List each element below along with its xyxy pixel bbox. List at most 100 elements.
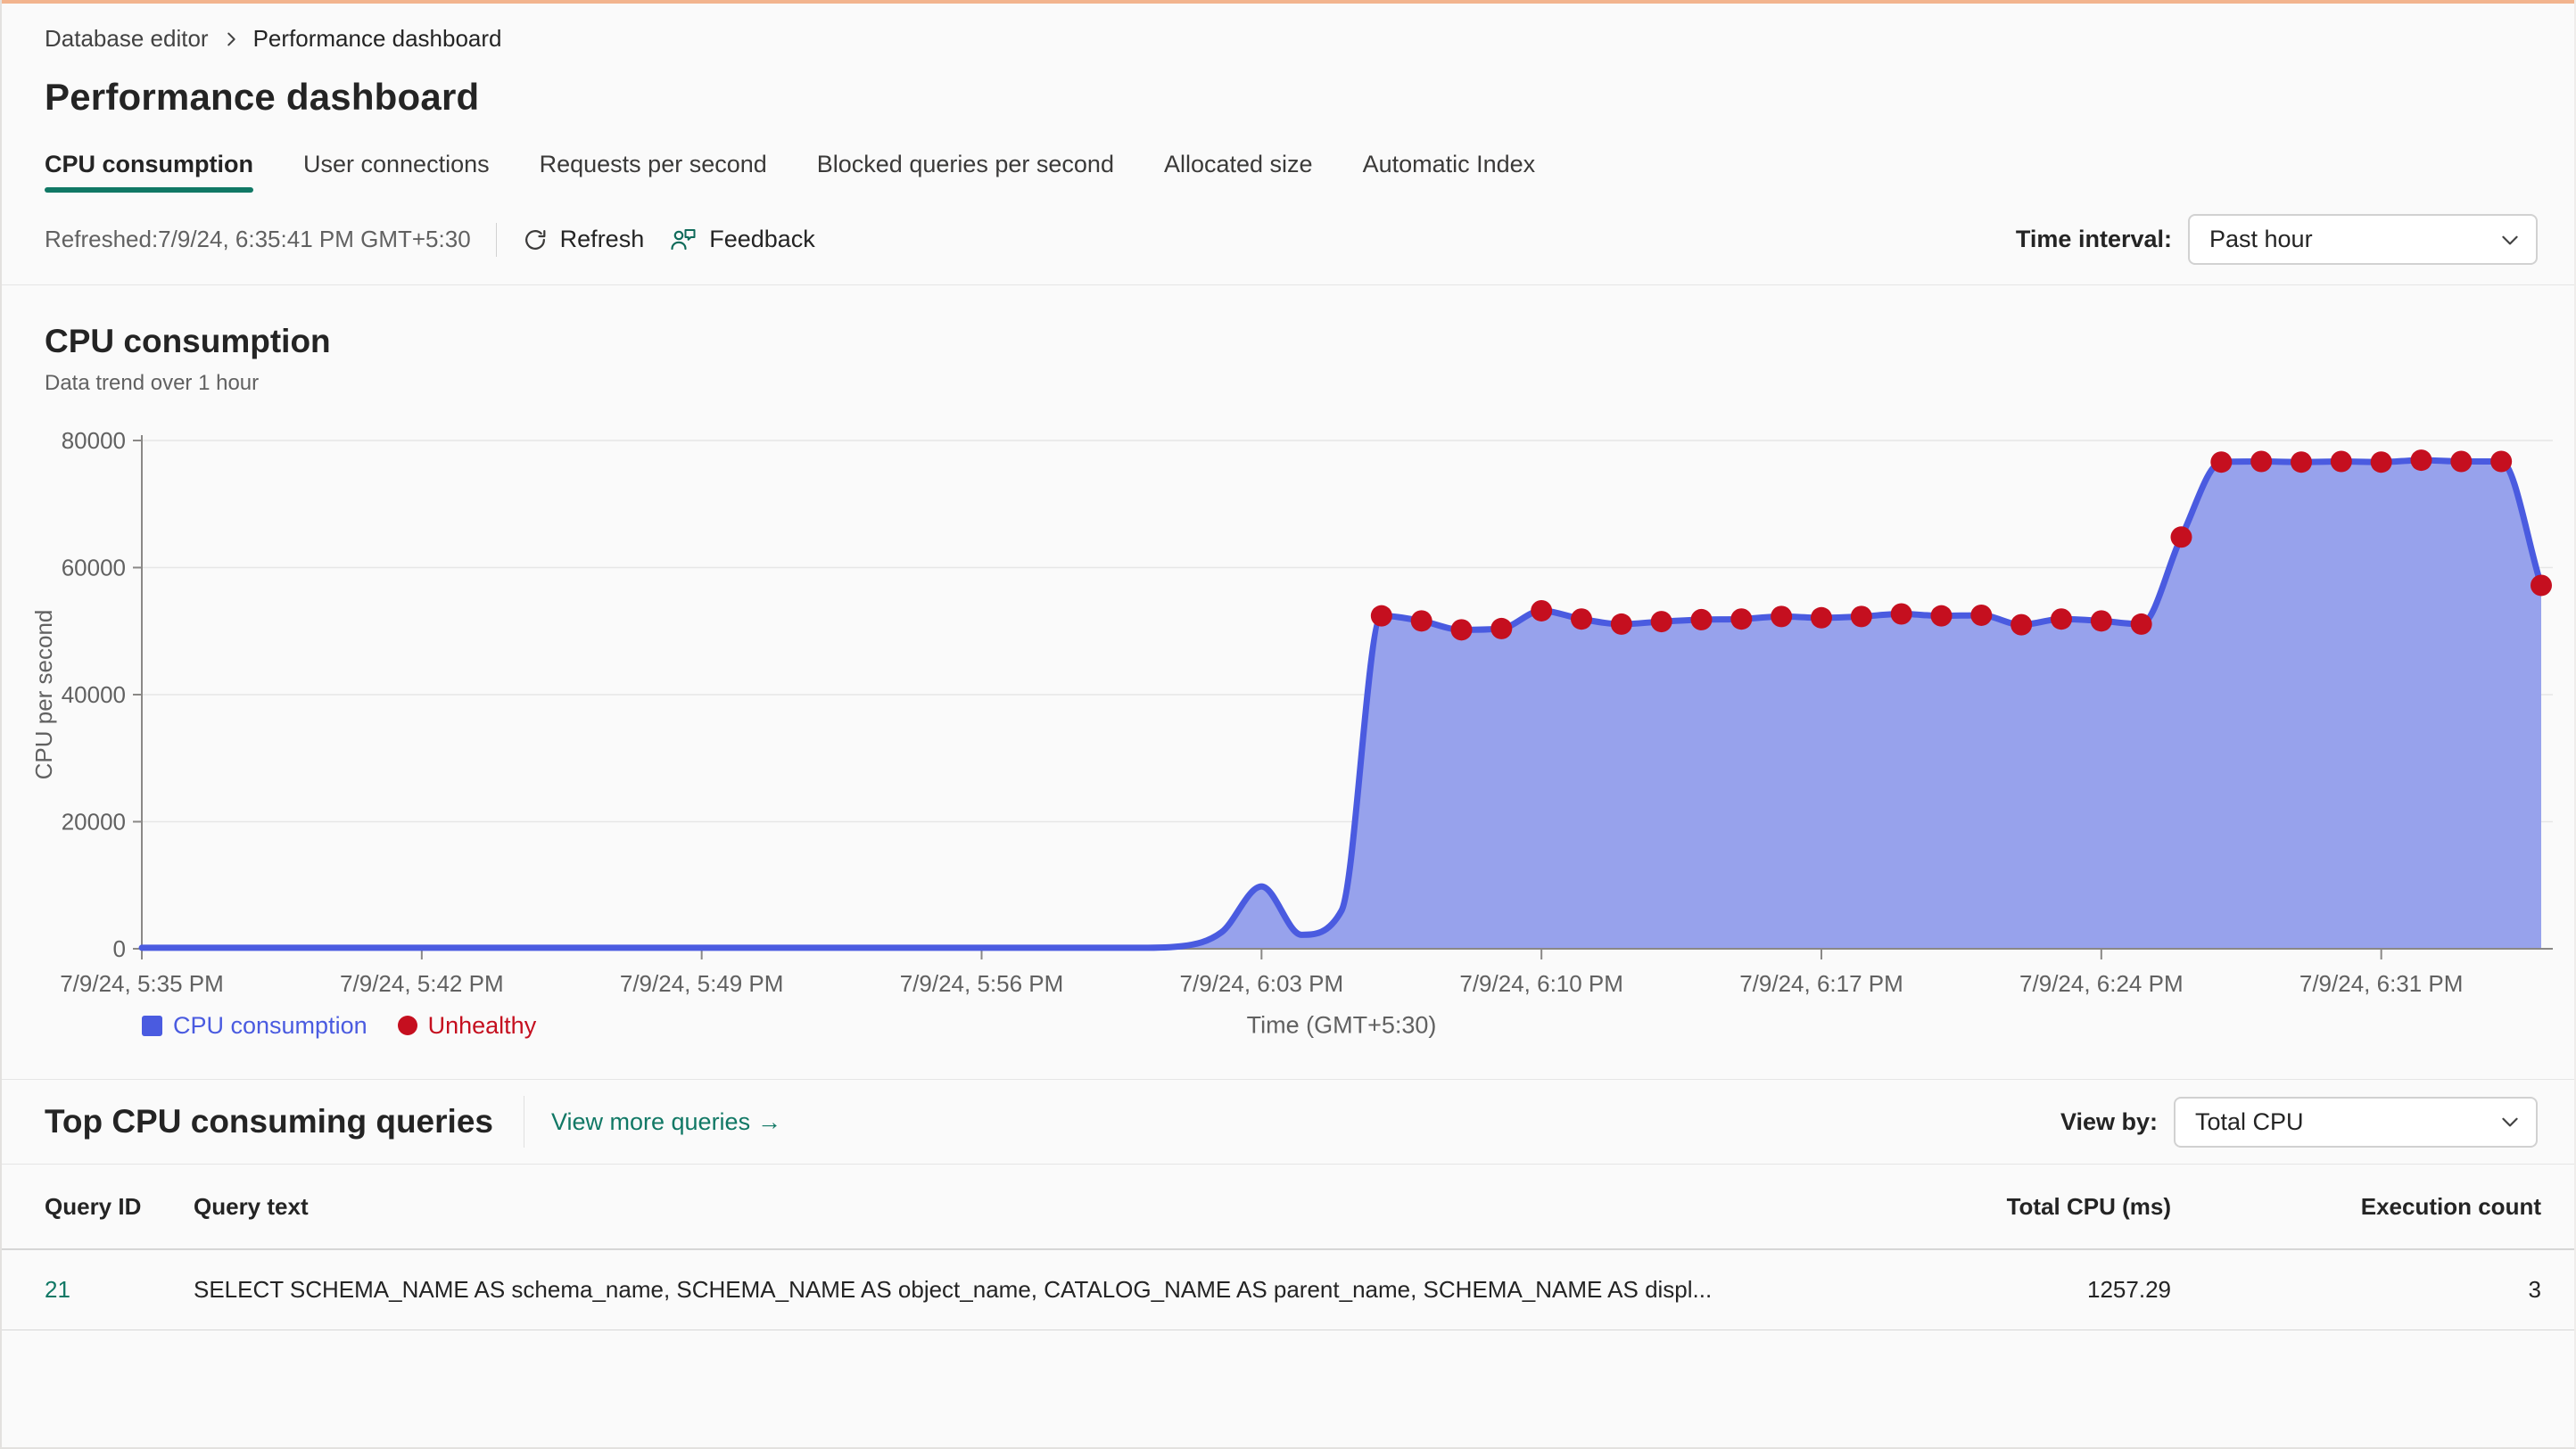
feedback-button[interactable]: Feedback [669,226,815,254]
view-by-value: Total CPU [2195,1107,2304,1135]
chevron-right-icon [221,29,241,49]
series-swatch-icon [142,1015,162,1036]
view-more-queries-link[interactable]: View more queries → [551,1108,781,1136]
svg-text:40000: 40000 [62,681,126,708]
unhealthy-point [1690,608,1713,630]
view-more-label: View more queries [550,1107,751,1135]
svg-text:7/9/24, 6:31 PM: 7/9/24, 6:31 PM [2299,970,2464,997]
time-interval-value: Past hour [2209,226,2313,252]
breadcrumb-performance-dashboard[interactable]: Performance dashboard [252,25,502,52]
svg-text:0: 0 [113,935,126,962]
unhealthy-point [1811,606,1832,629]
window-top-accent-border [2,0,2574,4]
unhealthy-point [1650,611,1672,633]
svg-text:7/9/24, 5:42 PM: 7/9/24, 5:42 PM [340,970,504,997]
cpu-consumption-area-chart: 0 20000 40000 60000 80000 7/9/24, 5:35 PM 7/9/… [30,427,2553,997]
unhealthy-point [1490,617,1513,639]
unhealthy-point [1771,605,1793,628]
tab-user-connections[interactable]: User connections [303,151,490,177]
toolbar-separator [495,222,497,257]
col-header-total-cpu[interactable]: Total CPU (ms) [2006,1192,2171,1220]
unhealthy-point [1410,610,1432,632]
view-by-dropdown[interactable]: Total CPU [2174,1096,2538,1148]
series-line [138,457,2545,951]
unhealthy-point [2291,451,2312,473]
svg-text:7/9/24, 5:49 PM: 7/9/24, 5:49 PM [620,970,784,997]
svg-text:7/9/24, 5:35 PM: 7/9/24, 5:35 PM [60,970,224,997]
unhealthy-point [1970,604,1993,626]
refresh-icon [522,226,549,253]
area-fill [142,460,2541,949]
unhealthy-point [2051,608,2072,630]
legend-item-unhealthy[interactable]: Unhealthy [397,1011,537,1040]
queries-section-header: Top CPU consuming queries View more quer… [2,1079,2574,1165]
unhealthy-point [1370,605,1392,627]
unhealthy-point [2010,613,2033,636]
col-header-query-text[interactable]: Query text [194,1192,309,1220]
execution-count-cell: 3 [2528,1276,2541,1303]
breadcrumb-database-editor[interactable]: Database editor [45,25,209,52]
query-id-link[interactable]: 21 [45,1276,70,1303]
table-row[interactable]: 21 SELECT SCHEMA_NAME AS schema_name, SC… [2,1250,2574,1330]
legend-item-cpu-consumption[interactable]: CPU consumption [142,1012,367,1040]
col-header-execution-count[interactable]: Execution count [2360,1192,2541,1220]
svg-text:7/9/24, 6:17 PM: 7/9/24, 6:17 PM [1739,970,1903,997]
unhealthy-point [2170,526,2192,548]
unhealthy-point [2410,449,2432,472]
svg-text:7/9/24, 6:10 PM: 7/9/24, 6:10 PM [1459,970,1623,997]
unhealthy-point [2531,574,2552,597]
tab-requests-per-second[interactable]: Requests per second [539,151,767,177]
unhealthy-point [1930,605,1953,627]
svg-text:7/9/24, 6:03 PM: 7/9/24, 6:03 PM [1180,970,1344,997]
unhealthy-point [2490,450,2513,473]
y-axis-title: CPU per second [30,610,57,780]
unhealthy-point [2330,450,2352,473]
unhealthy-point [2090,610,2112,632]
legend-series-label: CPU consumption [173,1011,367,1039]
chart-title: CPU consumption [45,323,331,359]
legend-unhealthy-label: Unhealthy [427,1011,537,1039]
time-interval-label: Time interval: [2015,226,2172,252]
svg-text:20000: 20000 [62,809,126,836]
svg-text:7/9/24, 6:24 PM: 7/9/24, 6:24 PM [2019,970,2184,997]
unhealthy-point [2210,451,2233,473]
chart-legend-row: CPU consumption Unhealthy Time (GMT+5:30… [2,1002,2574,1049]
unhealthy-point [2370,451,2392,473]
unhealthy-point [2250,450,2273,473]
person-feedback-icon [669,226,698,254]
svg-text:60000: 60000 [62,555,126,581]
queries-table-header: Query ID Query text Total CPU (ms) Execu… [2,1165,2574,1250]
feedback-label: Feedback [709,226,815,252]
unhealthy-point [2130,613,2152,635]
unhealthy-point [1571,608,1592,630]
query-text-cell: SELECT SCHEMA_NAME AS schema_name, SCHEM… [194,1276,1713,1303]
unhealthy-point [1730,608,1753,630]
unhealthy-point [1610,613,1632,635]
tab-blocked-queries-per-second[interactable]: Blocked queries per second [816,151,1114,177]
breadcrumb: Database editor Performance dashboard [45,25,2538,53]
view-by-label: View by: [2060,1107,2158,1135]
unhealthy-swatch-icon [397,1016,417,1035]
tab-cpu-consumption[interactable]: CPU consumption [45,151,253,193]
refresh-label: Refresh [559,226,645,252]
queries-section-title: Top CPU consuming queries [45,1103,493,1140]
total-cpu-cell: 1257.29 [2087,1276,2171,1303]
unhealthy-point [1450,619,1473,641]
refreshed-timestamp: Refreshed:7/9/24, 6:35:41 PM GMT+5:30 [45,226,471,252]
unhealthy-point [1850,605,1872,628]
tab-automatic-index[interactable]: Automatic Index [1362,151,1536,177]
col-header-query-id[interactable]: Query ID [45,1192,142,1220]
svg-text:80000: 80000 [62,427,126,454]
chevron-down-icon [2498,228,2522,251]
unhealthy-point [1531,599,1553,622]
page-title: Performance dashboard [45,76,480,118]
tab-allocated-size[interactable]: Allocated size [1163,151,1313,177]
tab-bar: CPU consumption User connections Request… [45,151,2538,193]
time-interval-dropdown[interactable]: Past hour [2188,214,2538,265]
unhealthy-point [1890,603,1912,625]
toolbar: Refreshed:7/9/24, 6:35:41 PM GMT+5:30 Re… [2,193,2574,285]
arrow-right-icon: → [757,1107,782,1135]
svg-text:7/9/24, 5:56 PM: 7/9/24, 5:56 PM [900,970,1064,997]
refresh-button[interactable]: Refresh [522,226,645,253]
chevron-down-icon [2498,1110,2522,1133]
